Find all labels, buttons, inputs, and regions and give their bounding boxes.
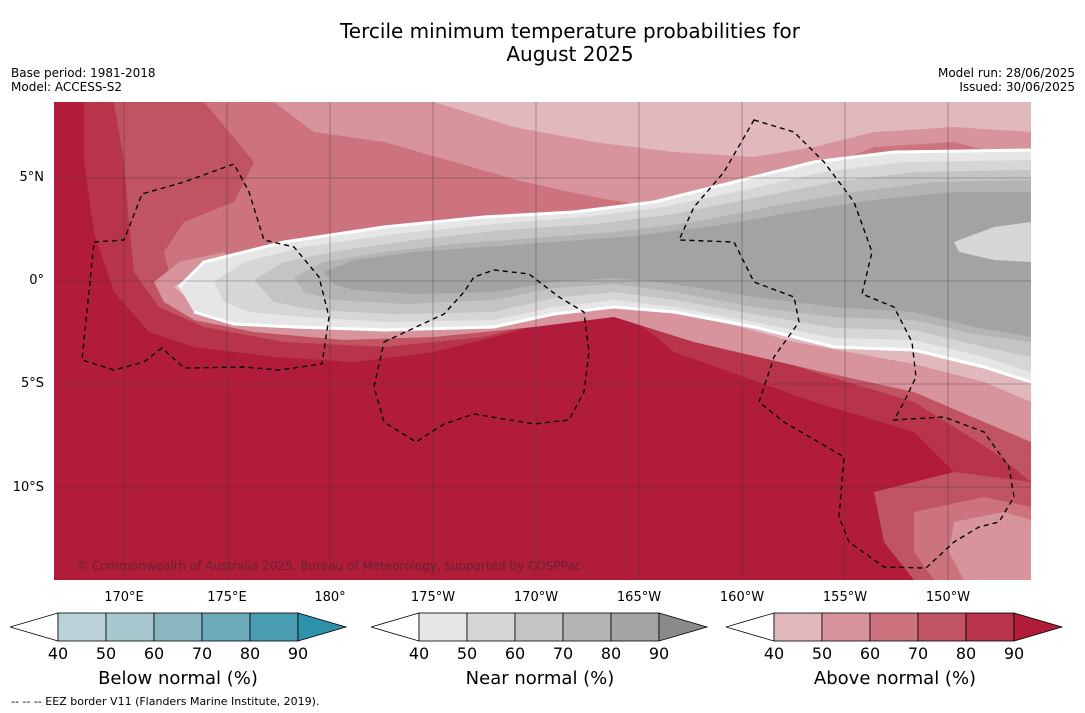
near-80-region xyxy=(324,192,1031,337)
lon-label-155w: 155°W xyxy=(822,590,868,605)
map-title: Tercile minimum temperature probabilitie… xyxy=(0,20,1085,66)
lat-label-0: 0° xyxy=(29,273,44,288)
colorbar-title-below: Below normal (%) xyxy=(98,668,258,689)
lon-label-160w: 160°W xyxy=(719,590,765,605)
lat-label-5n: 5°N xyxy=(19,170,45,185)
colorbar-extend-arrow xyxy=(1013,612,1064,642)
colorbar-segment xyxy=(610,612,660,642)
title-line-2: August 2025 xyxy=(506,42,634,66)
lon-label-170w: 170°W xyxy=(513,590,559,605)
colorbar-segment xyxy=(917,612,967,642)
eez-footnote: -- -- -- EEZ border V11 (Flanders Marine… xyxy=(11,695,320,708)
colorbar-tick-label: 70 xyxy=(907,644,929,663)
colorbar-below-normal xyxy=(10,612,348,642)
lon-label-175w: 175°W xyxy=(410,590,456,605)
contour-line-south xyxy=(193,305,1031,384)
colorbar-segment xyxy=(153,612,203,642)
above-50-se-region xyxy=(949,512,1031,580)
colorbar-segment xyxy=(821,612,871,642)
colorbar-extend-arrow xyxy=(297,612,348,642)
colorbar-tick-label: 80 xyxy=(239,644,261,663)
colorbar-segment xyxy=(514,612,564,642)
colorbar-segment xyxy=(869,612,919,642)
colorbar-tick-label: 60 xyxy=(504,644,526,663)
lon-label-175e: 175°E xyxy=(207,590,247,605)
colorbar-segment xyxy=(249,612,299,642)
contour-line-north xyxy=(177,148,1031,289)
model-name: Model: ACCESS-S2 xyxy=(11,80,123,94)
meta-right: Model run: 28/06/2025 Issued: 30/06/2025 xyxy=(938,66,1075,94)
colorbar-tick-label: 80 xyxy=(600,644,622,663)
colorbar-extend-arrow xyxy=(658,612,709,642)
colorbar-tick-label: 50 xyxy=(456,644,478,663)
graticule xyxy=(54,102,1031,580)
eez-borders xyxy=(81,119,1015,569)
near-50-east-patch xyxy=(954,222,1031,262)
colorbar-segment xyxy=(57,612,107,642)
model-run: Model run: 28/06/2025 xyxy=(937,66,1075,80)
lon-label-180: 180° xyxy=(314,590,346,605)
colorbar-above-normal xyxy=(726,612,1064,642)
meta-left: Base period: 1981-2018 Model: ACCESS-S2 xyxy=(11,66,156,94)
colorbar-tick-label: 70 xyxy=(191,644,213,663)
copyright-watermark: © Commonwealth of Australia 2025, Bureau… xyxy=(76,559,581,573)
base-period: Base period: 1981-2018 xyxy=(11,66,156,80)
colorbar-tick-label: 70 xyxy=(552,644,574,663)
colorbar-tick-label: 90 xyxy=(648,644,670,663)
lon-label-165w: 165°W xyxy=(616,590,662,605)
issued-date: Issued: 30/06/2025 xyxy=(959,80,1075,94)
colorbar-tick-label: 50 xyxy=(811,644,833,663)
colorbar-tick-label: 50 xyxy=(95,644,117,663)
colorbar-segment xyxy=(773,612,823,642)
colorbar-tick-label: 90 xyxy=(1003,644,1025,663)
colorbar-segment xyxy=(965,612,1015,642)
colorbar-segment xyxy=(418,612,468,642)
colorbar-tick-label: 60 xyxy=(143,644,165,663)
colorbar-segment xyxy=(466,612,516,642)
lat-label-10s: 10°S xyxy=(12,480,44,495)
colorbar-tick-label: 40 xyxy=(408,644,430,663)
above-40-north-region xyxy=(434,102,1031,157)
colorbar-title-near: Near normal (%) xyxy=(465,668,615,689)
colorbar-near-normal xyxy=(371,612,709,642)
colorbar-tick-label: 80 xyxy=(955,644,977,663)
colorbar-tick-label: 90 xyxy=(287,644,309,663)
lon-label-150w: 150°W xyxy=(925,590,971,605)
title-line-1: Tercile minimum temperature probabilitie… xyxy=(339,19,801,43)
colorbar-tick-label: 60 xyxy=(859,644,881,663)
colorbar-segment xyxy=(201,612,251,642)
probability-map: © Commonwealth of Australia 2025, Bureau… xyxy=(54,102,1031,580)
colorbar-segment xyxy=(105,612,155,642)
lat-label-5s: 5°S xyxy=(20,376,44,391)
colorbar-tick-label: 40 xyxy=(763,644,785,663)
colorbar-tick-label: 40 xyxy=(47,644,69,663)
colorbar-title-above: Above normal (%) xyxy=(813,668,977,689)
colorbar-segment xyxy=(562,612,612,642)
lon-label-170e: 170°E xyxy=(104,590,144,605)
